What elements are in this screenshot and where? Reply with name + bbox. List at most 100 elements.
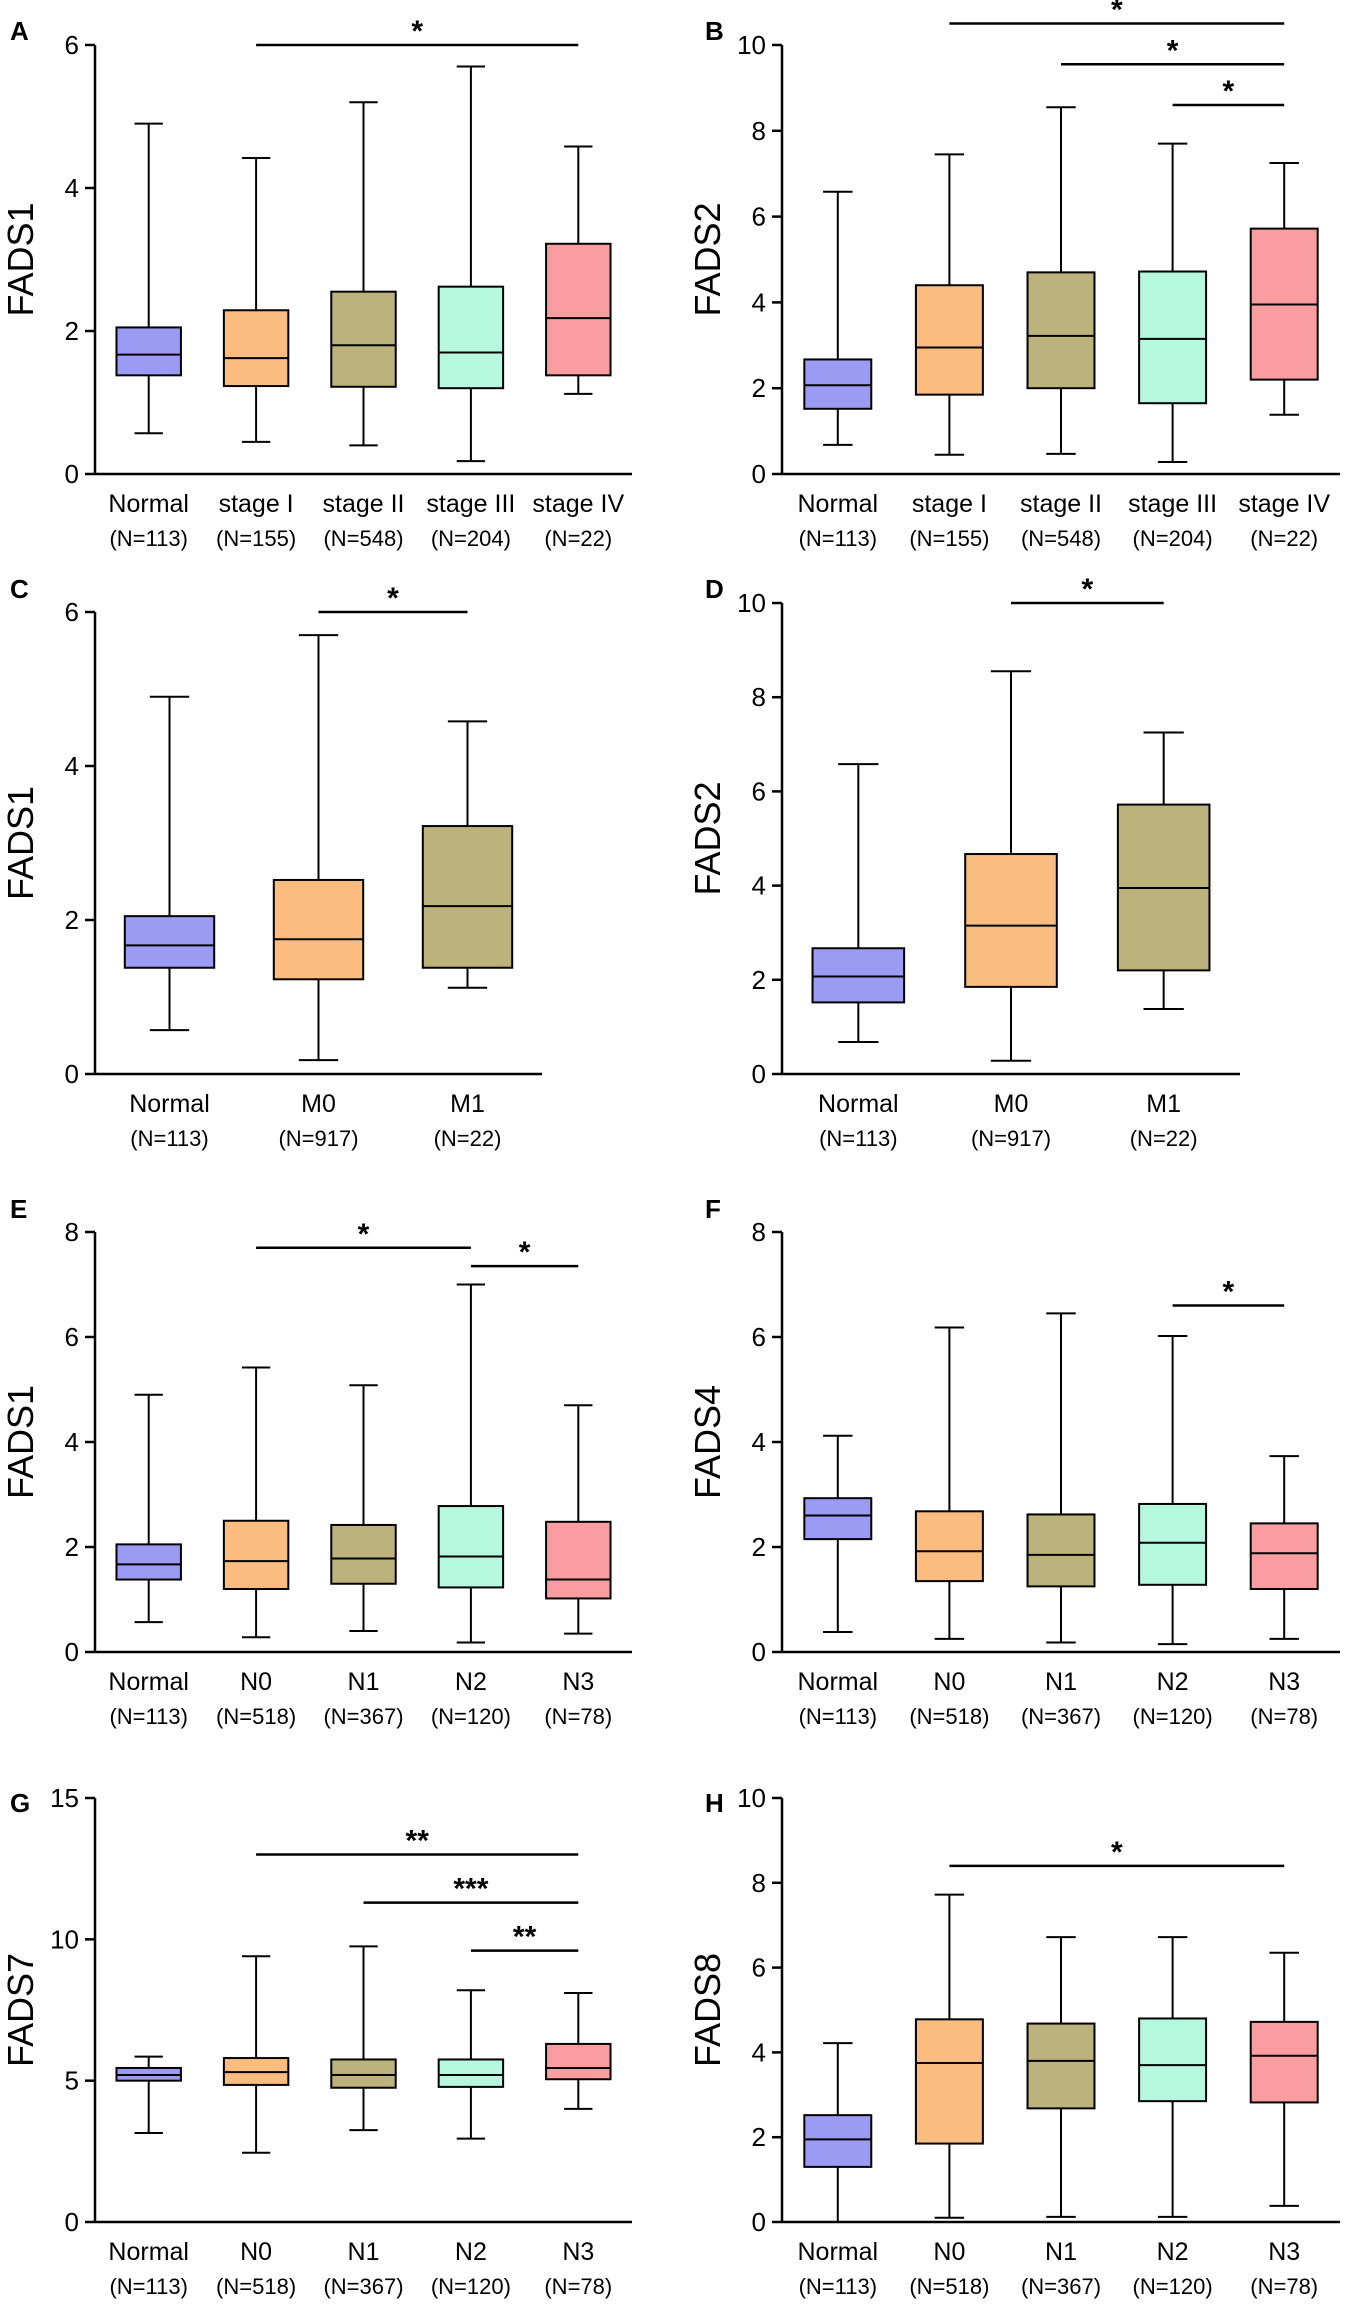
x-tick-label: N2 <box>1157 2238 1189 2266</box>
x-tick-label: N3 <box>1268 2238 1300 2266</box>
x-tick-label: stage III <box>426 490 515 518</box>
panel-letter: A <box>10 16 29 46</box>
box-stage-ii <box>1026 106 1096 455</box>
x-tick-label: N1 <box>348 2238 380 2266</box>
x-tick-label: N3 <box>562 2238 594 2266</box>
y-tick-label: 0 <box>65 1059 79 1089</box>
y-tick-label: 5 <box>65 2066 79 2096</box>
y-tick-label: 10 <box>737 588 766 618</box>
box-iqr <box>115 1543 182 1581</box>
y-axis-label: FADS8 <box>687 1953 728 2067</box>
x-sample-size: (N=78) <box>1250 2274 1318 2299</box>
x-tick-label: Normal <box>108 2238 189 2266</box>
x-sample-size: (N=204) <box>1133 526 1213 551</box>
box-iqr <box>1249 2020 1319 2104</box>
box-iqr <box>1249 1522 1319 1590</box>
x-sample-size: (N=120) <box>431 1704 511 1729</box>
y-tick-label: 2 <box>752 1532 766 1562</box>
box-n1 <box>330 1384 397 1632</box>
box-stage-i <box>222 156 290 443</box>
panel-letter: H <box>705 1788 724 1818</box>
x-sample-size: (N=113) <box>109 2274 187 2299</box>
box-iqr <box>330 1523 397 1585</box>
x-sample-size: (N=204) <box>431 526 511 551</box>
box-iqr <box>1026 2022 1096 2110</box>
y-tick-label: 0 <box>65 459 79 489</box>
box-n1 <box>330 1945 397 2132</box>
x-sample-size: (N=22) <box>544 526 612 551</box>
significance-label: * <box>1223 1276 1235 1309</box>
box-iqr <box>123 915 216 969</box>
x-sample-size: (N=518) <box>216 2274 296 2299</box>
x-tick-label: Normal <box>798 2238 879 2266</box>
x-tick-label: Normal <box>108 1668 189 1696</box>
y-axis-label: FADS1 <box>0 1385 41 1499</box>
x-sample-size: (N=113) <box>130 1126 208 1151</box>
x-sample-size: (N=548) <box>1021 526 1101 551</box>
x-sample-size: (N=78) <box>544 1704 612 1729</box>
box-iqr <box>1026 1513 1096 1588</box>
y-tick-label: 4 <box>752 871 766 901</box>
significance-label: ** <box>406 1825 430 1858</box>
y-tick-label: 4 <box>752 1427 766 1457</box>
y-tick-label: 4 <box>65 751 79 781</box>
box-n2 <box>1138 1936 1208 2218</box>
x-sample-size: (N=367) <box>323 2274 403 2299</box>
box-normal <box>811 763 906 1043</box>
y-tick-label: 6 <box>65 1322 79 1352</box>
box-n0 <box>222 1955 290 2154</box>
x-tick-label: Normal <box>129 1090 210 1118</box>
panel-b: B 0 2 4 6 8 10 FADS2 Normal (N=113) stage I (N=155)… <box>687 0 1340 551</box>
panel-f: F 0 2 4 6 8 FADS4 Normal (N=113) N0 (N=518) N1 (N=36… <box>687 1194 1340 1729</box>
box-normal <box>803 190 873 446</box>
box-n2 <box>437 1283 505 1644</box>
x-sample-size: (N=548) <box>323 526 403 551</box>
x-tick-label: N0 <box>933 1668 965 1696</box>
y-tick-label: 0 <box>752 1059 766 1089</box>
significance-label: * <box>1223 75 1235 108</box>
box-iqr <box>914 2018 984 2145</box>
significance-label: * <box>1081 573 1093 606</box>
box-iqr <box>222 309 290 388</box>
y-axis-label: FADS2 <box>687 781 728 895</box>
box-n3 <box>545 1404 612 1635</box>
significance-label: * <box>1167 34 1179 67</box>
box-iqr <box>811 947 906 1004</box>
y-tick-label: 4 <box>752 287 766 317</box>
y-tick-label: 4 <box>65 1427 79 1457</box>
x-sample-size: (N=22) <box>1250 526 1318 551</box>
y-tick-label: 0 <box>752 459 766 489</box>
x-tick-label: stage III <box>1128 490 1217 518</box>
box-iqr <box>421 825 514 969</box>
box-iqr <box>803 358 873 410</box>
x-tick-label: stage I <box>219 490 294 518</box>
x-sample-size: (N=22) <box>1130 1126 1198 1151</box>
panel-d: D 0 2 4 6 8 10 FADS2 Normal (N=113) M0 (N=917) M1 (N=… <box>687 573 1240 1151</box>
y-tick-label: 2 <box>65 1532 79 1562</box>
panel-h: H 0 2 4 6 8 10 FADS8 Normal (N=113) N0 (N=518) N1 (N=… <box>687 1783 1340 2299</box>
x-sample-size: (N=120) <box>431 2274 511 2299</box>
y-tick-label: 8 <box>752 1217 766 1247</box>
y-axis-label: FADS1 <box>0 786 41 900</box>
panel-letter: B <box>705 16 724 46</box>
box-m1 <box>421 720 514 989</box>
significance-label: *** <box>453 1873 488 1906</box>
y-tick-label: 2 <box>752 965 766 995</box>
box-iqr <box>437 1505 505 1589</box>
x-sample-size: (N=518) <box>909 2274 989 2299</box>
x-sample-size: (N=113) <box>799 2274 877 2299</box>
x-sample-size: (N=113) <box>799 1704 877 1729</box>
box-stage-ii <box>330 101 397 447</box>
y-tick-label: 10 <box>50 1924 79 1954</box>
x-tick-label: stage II <box>1020 490 1102 518</box>
y-tick-label: 2 <box>752 2122 766 2152</box>
y-tick-label: 4 <box>65 173 79 203</box>
y-tick-label: 6 <box>752 1953 766 1983</box>
x-tick-label: N3 <box>562 1668 594 1696</box>
x-tick-label: N0 <box>240 1668 272 1696</box>
x-sample-size: (N=78) <box>1250 1704 1318 1729</box>
box-stage-i <box>914 153 984 456</box>
x-sample-size: (N=155) <box>216 526 296 551</box>
